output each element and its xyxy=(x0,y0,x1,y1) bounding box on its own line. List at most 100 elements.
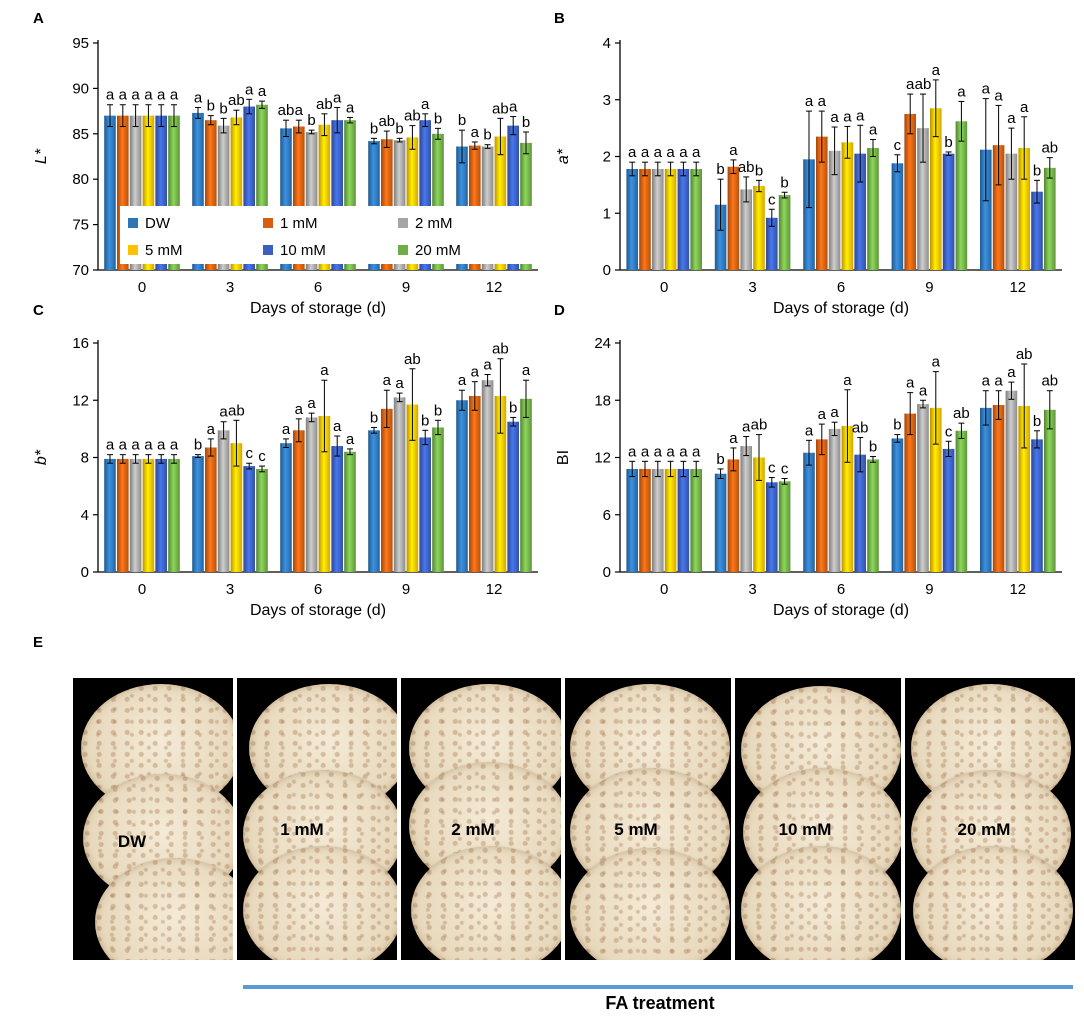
x-tick-label-d: 0 xyxy=(660,581,668,598)
significance-letter-d: a xyxy=(654,443,663,460)
bar-b-10mm-day0 xyxy=(677,168,690,270)
bar-d-20mm-day3 xyxy=(778,481,791,572)
bar-a-dw-day0 xyxy=(104,115,116,270)
bar-b-10mm-day9 xyxy=(942,153,955,270)
bar-c-2mm-day3 xyxy=(217,430,230,572)
significance-letter-b: b xyxy=(716,161,724,178)
significance-letter-d: b xyxy=(716,451,724,468)
bar-b-2mm-day12 xyxy=(1005,153,1018,270)
bar-d-10mm-day3 xyxy=(766,482,778,572)
legend-swatch-1mm xyxy=(263,218,273,228)
bar-d-2mm-day12 xyxy=(1005,390,1018,572)
photo-2mm xyxy=(397,678,565,960)
bar-a-10mm-day3 xyxy=(243,106,255,270)
bar-b-2mm-day3 xyxy=(740,189,752,270)
y-tick-label-b: 4 xyxy=(603,35,611,52)
significance-letter-c: a xyxy=(119,437,128,454)
significance-letter-d: c xyxy=(945,423,953,440)
bar-a-10mm-day9 xyxy=(419,120,431,271)
bar-a-10mm-day12 xyxy=(507,125,519,271)
bar-b-dw-day12 xyxy=(980,149,992,270)
significance-letter-c: a xyxy=(170,437,179,454)
significance-letter-d: a xyxy=(982,373,991,390)
bar-c-dw-day6 xyxy=(280,443,292,572)
bar-d-5mm-day3 xyxy=(753,457,765,572)
bar-c-10mm-day0 xyxy=(155,458,167,572)
significance-letter-a: b xyxy=(434,110,442,127)
bar-c-2mm-day12 xyxy=(481,380,494,572)
fa-treatment-label: FA treatment xyxy=(605,993,715,1013)
significance-letter-b: a xyxy=(830,109,839,126)
bar-c-dw-day0 xyxy=(104,458,116,572)
bar-b-5mm-day3 xyxy=(753,186,765,270)
y-tick-label-a: 80 xyxy=(72,171,89,188)
significance-letter-a: b xyxy=(219,100,227,117)
legend-label-dw: DW xyxy=(145,215,171,232)
x-tick-label-a: 0 xyxy=(138,279,146,296)
bar-c-20mm-day6 xyxy=(344,451,356,572)
bar-b-5mm-day0 xyxy=(664,168,677,270)
bar-c-5mm-day12 xyxy=(494,395,507,572)
photo-1mm xyxy=(233,678,401,960)
bar-b-dw-day6 xyxy=(803,159,815,270)
significance-letter-c: a xyxy=(471,364,480,381)
significance-letter-c: c xyxy=(258,448,266,465)
significance-letter-c: a xyxy=(483,356,492,373)
x-tick-label-c: 0 xyxy=(138,581,146,598)
significance-letter-b: b xyxy=(780,174,788,191)
y-tick-label-a: 85 xyxy=(72,126,89,143)
significance-letter-c: b xyxy=(421,412,429,429)
significance-letter-a: ab xyxy=(404,108,421,125)
y-tick-label-c: 8 xyxy=(81,450,89,467)
significance-letter-d: a xyxy=(906,375,915,392)
x-axis-label-a: Days of storage (d) xyxy=(250,300,386,317)
bar-a-dw-day3 xyxy=(192,112,204,270)
bar-d-dw-day3 xyxy=(714,473,727,572)
bar-a-5mm-day9 xyxy=(406,137,419,270)
significance-letter-b: a xyxy=(856,107,865,124)
bar-b-20mm-day12 xyxy=(1044,167,1056,270)
significance-letter-b: a xyxy=(641,144,650,161)
significance-letter-c: a xyxy=(346,431,355,448)
bar-a-2mm-day9 xyxy=(393,140,406,270)
bar-a-10mm-day0 xyxy=(155,115,167,270)
bar-a-2mm-day0 xyxy=(129,115,142,270)
photo-10mm xyxy=(731,678,905,960)
bar-b-20mm-day3 xyxy=(778,195,791,270)
significance-letter-d: a xyxy=(679,443,688,460)
significance-letter-b: a xyxy=(729,142,738,159)
bar-c-10mm-day12 xyxy=(507,421,519,572)
significance-letter-b: a xyxy=(1007,110,1016,127)
y-tick-label-a: 95 xyxy=(72,35,89,52)
y-tick-label-c: 4 xyxy=(81,507,89,524)
significance-letter-a: a xyxy=(194,89,203,106)
significance-letter-b: a xyxy=(906,76,915,93)
bar-c-20mm-day9 xyxy=(432,427,444,572)
significance-letter-b: a xyxy=(654,144,663,161)
significance-letter-d: b xyxy=(1033,413,1041,430)
bar-c-1mm-day0 xyxy=(117,458,129,572)
significance-letter-a: a xyxy=(346,99,355,116)
bar-c-20mm-day12 xyxy=(520,398,532,572)
bar-d-10mm-day0 xyxy=(677,468,690,572)
significance-letter-d: c xyxy=(781,460,789,477)
significance-letter-c: a xyxy=(131,437,140,454)
x-tick-label-a: 12 xyxy=(486,279,503,296)
x-tick-label-c: 12 xyxy=(486,581,503,598)
significance-letter-b: a xyxy=(843,108,852,125)
bar-b-5mm-day12 xyxy=(1018,147,1030,270)
legend-swatch-10mm xyxy=(263,245,273,255)
bar-d-20mm-day6 xyxy=(867,459,879,572)
significance-letter-a: b xyxy=(395,120,403,137)
photo-label-20mm: 20 mM xyxy=(957,820,1011,839)
bar-a-20mm-day3 xyxy=(256,104,268,270)
bar-c-1mm-day9 xyxy=(381,408,393,572)
bar-b-2mm-day9 xyxy=(917,128,929,270)
significance-letter-c: a xyxy=(307,395,316,412)
bar-a-5mm-day0 xyxy=(142,115,155,270)
panel-letter-b: B xyxy=(554,10,565,27)
bar-d-5mm-day9 xyxy=(930,407,942,572)
significance-letter-a: a xyxy=(144,87,153,104)
significance-letter-b: a xyxy=(628,144,637,161)
legend-swatch-5mm xyxy=(128,245,138,255)
